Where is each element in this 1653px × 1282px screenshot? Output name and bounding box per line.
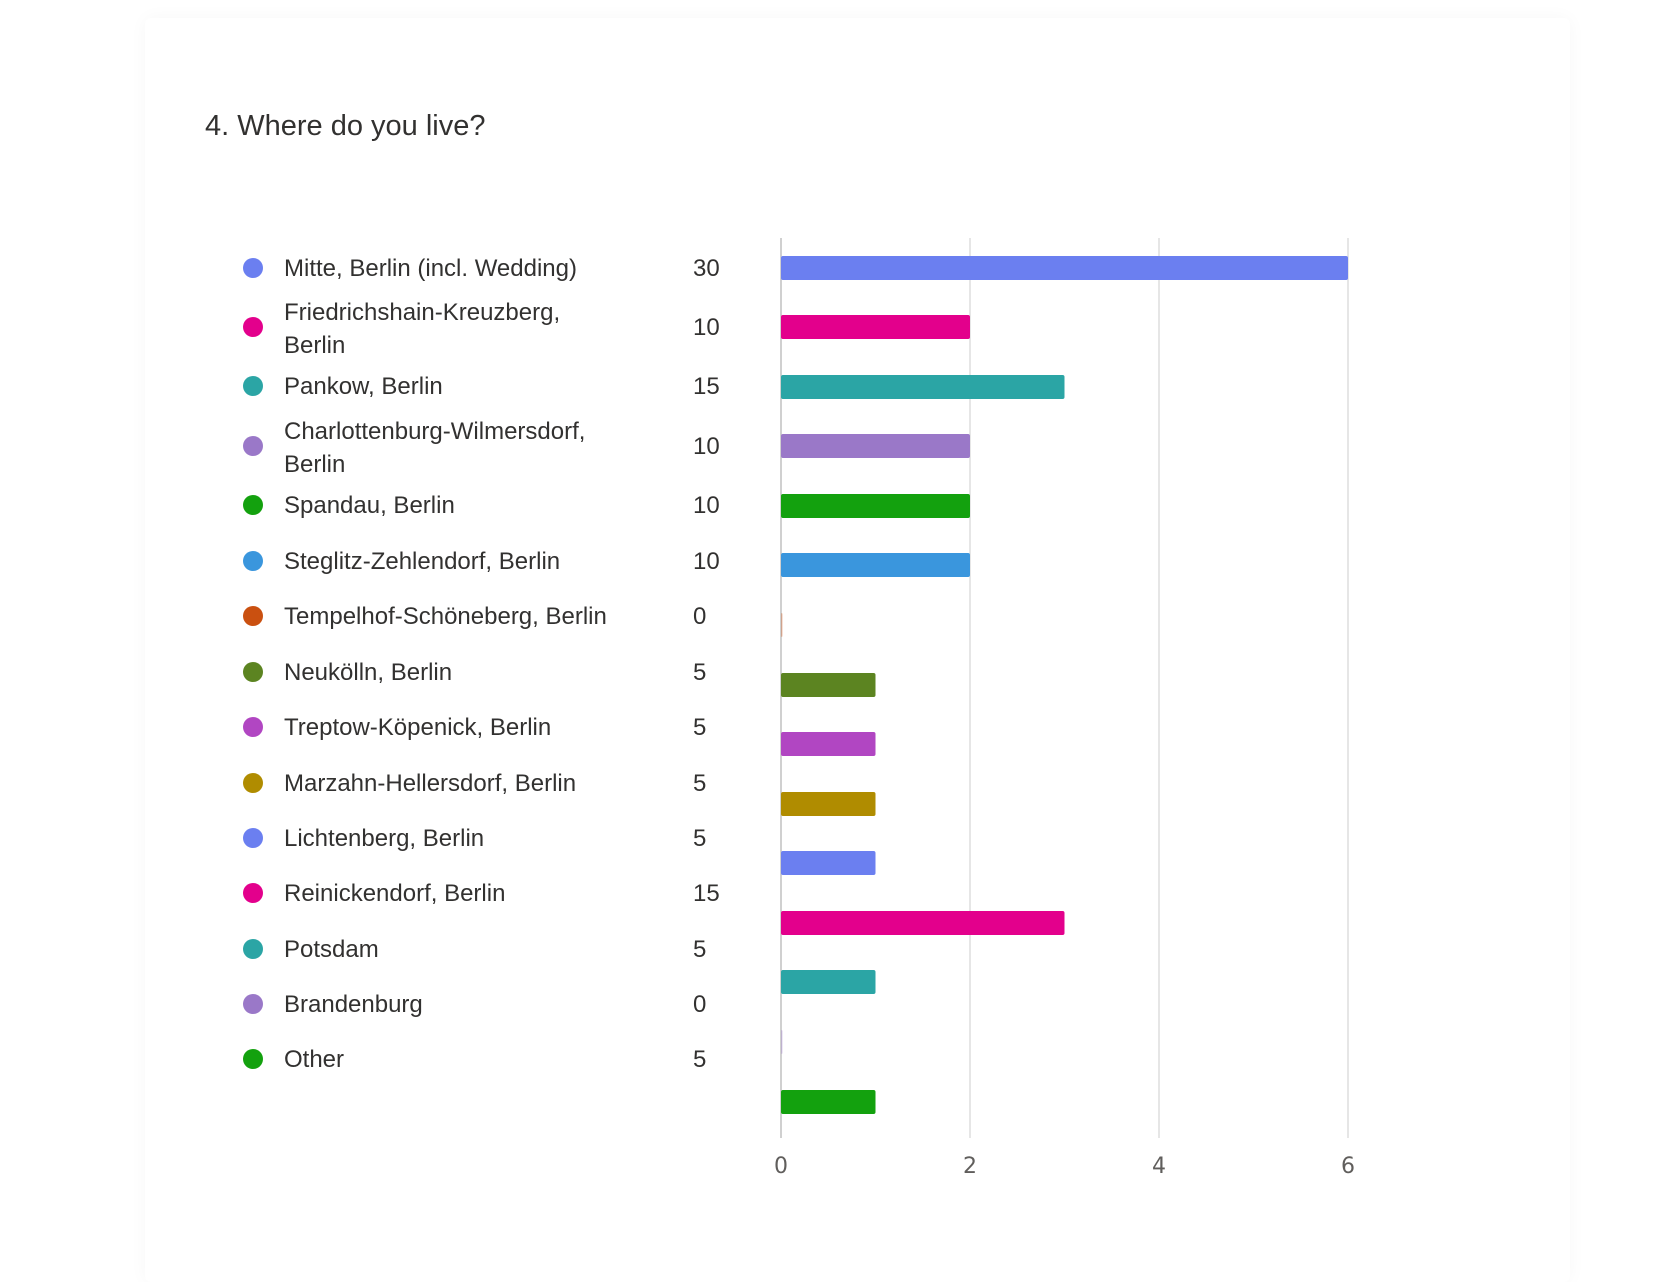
legend-label: Lichtenberg, Berlin [284, 825, 485, 852]
legend-count: 5 [693, 936, 707, 963]
x-tick-label: 2 [963, 1154, 977, 1179]
legend-label: Potsdam [284, 936, 379, 963]
bar[interactable] [781, 1090, 876, 1114]
chart-legend: Mitte, Berlin (incl. Wedding) 30 Friedrich… [0, 0, 760, 1282]
legend-count: 5 [693, 659, 707, 686]
legend-count: 10 [693, 492, 720, 519]
legend-count: 30 [693, 255, 720, 282]
legend-label: Steglitz-Zehlendorf, Berlin [284, 548, 561, 575]
bar[interactable] [781, 613, 783, 637]
legend-item: Pankow, Berlin 15 [240, 371, 740, 431]
legend-color-dot [243, 828, 263, 848]
legend-item: Friedrichshain-Kreuzberg, Berlin 10 [240, 299, 740, 372]
legend-item: Charlottenburg-Wilmersdorf, Berlin 10 [240, 418, 740, 491]
legend-label: Marzahn-Hellersdorf, Berlin [284, 770, 577, 797]
legend-count: 10 [693, 433, 720, 460]
legend-label: Neukölln, Berlin [284, 659, 453, 686]
legend-label: Treptow-Köpenick, Berlin [284, 714, 552, 741]
legend-item: Treptow-Köpenick, Berlin 5 [240, 712, 740, 772]
legend-item: Neukölln, Berlin 5 [240, 657, 740, 717]
x-tick-label: 6 [1341, 1154, 1355, 1179]
legend-label: Spandau, Berlin [284, 492, 455, 519]
legend-color-dot [243, 495, 263, 515]
bar[interactable] [781, 673, 876, 697]
legend-color-dot [243, 376, 263, 396]
legend-item: Brandenburg 0 [240, 989, 740, 1049]
bar[interactable] [781, 970, 876, 994]
legend-count: 15 [693, 373, 720, 400]
legend-item: Spandau, Berlin 10 [240, 490, 740, 550]
x-tick-label: 4 [1152, 1154, 1166, 1179]
legend-label: Friedrichshain-Kreuzberg, Berlin [284, 299, 561, 359]
bar[interactable] [781, 911, 1065, 935]
legend-count: 5 [693, 770, 707, 797]
legend-color-dot [243, 773, 263, 793]
bar[interactable] [781, 375, 1065, 399]
legend-color-dot [243, 606, 263, 626]
legend-color-dot [243, 551, 263, 571]
x-tick-label: 0 [774, 1154, 788, 1179]
legend-item: Tempelhof-Schöneberg, Berlin 0 [240, 601, 740, 661]
legend-count: 5 [693, 825, 707, 852]
legend-item: Mitte, Berlin (incl. Wedding) 30 [240, 253, 740, 313]
legend-color-dot [243, 1049, 263, 1069]
bar[interactable] [781, 494, 970, 518]
legend-color-dot [243, 883, 263, 903]
legend-count: 10 [693, 314, 720, 341]
legend-item: Other 5 [240, 1044, 740, 1104]
bar[interactable] [781, 553, 970, 577]
legend-count: 10 [693, 548, 720, 575]
legend-color-dot [243, 717, 263, 737]
bar[interactable] [781, 732, 876, 756]
legend-count: 5 [693, 1046, 707, 1073]
legend-color-dot [243, 258, 263, 278]
legend-item: Potsdam 5 [240, 934, 740, 994]
bar[interactable] [781, 434, 970, 458]
legend-item: Lichtenberg, Berlin 5 [240, 823, 740, 883]
legend-label: Charlottenburg-Wilmersdorf, Berlin [284, 418, 586, 478]
legend-label: Mitte, Berlin (incl. Wedding) [284, 255, 577, 282]
legend-item: Steglitz-Zehlendorf, Berlin 10 [240, 546, 740, 606]
bar[interactable] [781, 792, 876, 816]
legend-label: Pankow, Berlin [284, 373, 443, 400]
legend-label: Other [284, 1046, 345, 1073]
legend-item: Reinickendorf, Berlin 15 [240, 878, 740, 938]
bar[interactable] [781, 851, 876, 875]
legend-item: Marzahn-Hellersdorf, Berlin 5 [240, 768, 740, 828]
bar[interactable] [781, 256, 1348, 280]
legend-color-dot [243, 994, 263, 1014]
question-card [145, 18, 1570, 1282]
legend-count: 0 [693, 991, 707, 1018]
legend-count: 0 [693, 603, 707, 630]
legend-label: Brandenburg [284, 991, 423, 1018]
legend-color-dot [243, 662, 263, 682]
legend-count: 5 [693, 714, 707, 741]
legend-label: Tempelhof-Schöneberg, Berlin [284, 603, 607, 630]
question-title: 4. Where do you live? [205, 110, 486, 142]
bar[interactable] [781, 315, 970, 339]
legend-label: Reinickendorf, Berlin [284, 880, 506, 907]
legend-count: 15 [693, 880, 720, 907]
legend-color-dot [243, 436, 263, 456]
legend-color-dot [243, 939, 263, 959]
bar-chart: 0 2 4 6 [774, 238, 1355, 1179]
bar[interactable] [781, 1030, 783, 1054]
legend-color-dot [243, 317, 263, 337]
